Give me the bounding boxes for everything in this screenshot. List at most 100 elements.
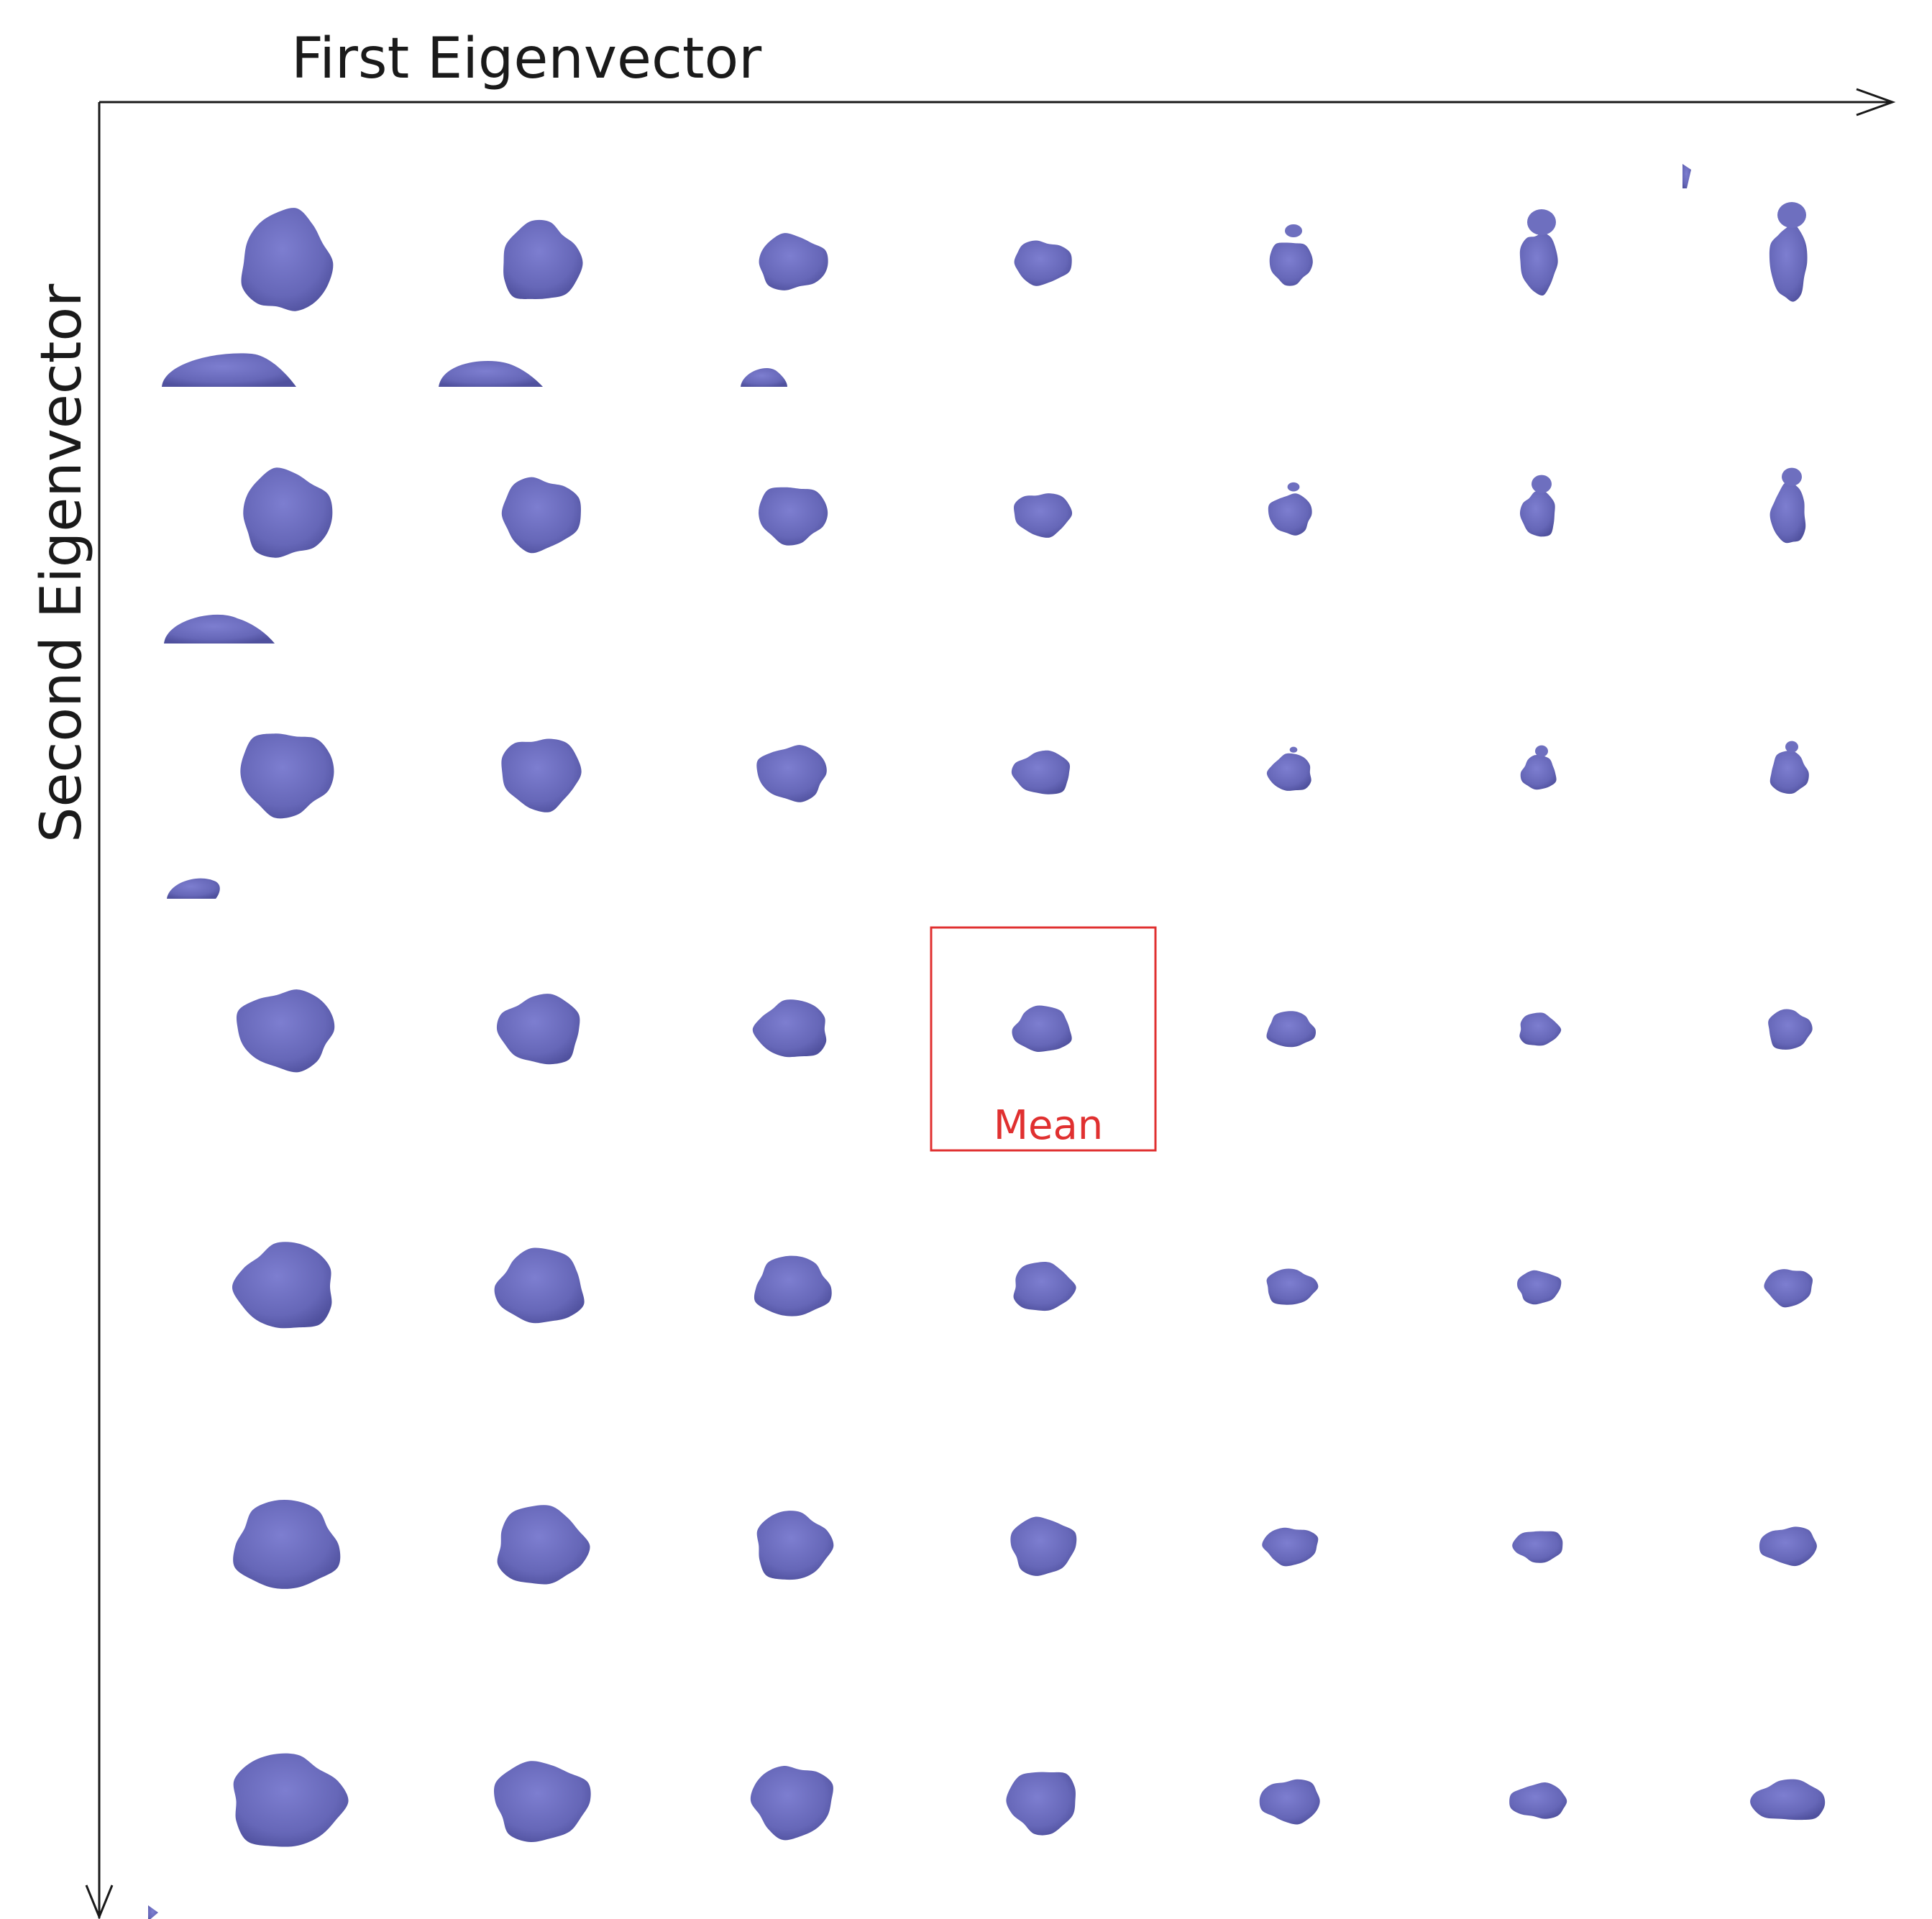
shape-variation [1750, 1779, 1826, 1820]
blob-shape [1509, 1782, 1567, 1819]
y-axis: Second Eigenvector [29, 102, 114, 1919]
blob-shape [1519, 1012, 1562, 1046]
shape-variation [1266, 746, 1311, 791]
edge-fragment [148, 1905, 158, 1919]
blob-shape [497, 1505, 590, 1585]
shape-variation [1012, 1005, 1072, 1052]
shape-variation [494, 1247, 585, 1324]
shape-variation [1014, 240, 1072, 286]
shape-variation [233, 1499, 341, 1589]
shape-variation [1519, 475, 1555, 537]
shape-variation [1266, 1268, 1319, 1305]
x-axis-arrowhead [1856, 88, 1896, 116]
blob-shape [1764, 1269, 1813, 1308]
shape-variation [1509, 1782, 1567, 1819]
shape-variation [240, 733, 334, 819]
shape-variation [1519, 1012, 1562, 1046]
shape-variation [1517, 1270, 1562, 1305]
edge-fragments [148, 164, 1691, 1919]
shape-variation [1014, 493, 1073, 538]
shape-variation [1006, 1772, 1076, 1836]
edge-fragment [439, 361, 543, 387]
blob-shape [1266, 753, 1311, 791]
shape-variation [497, 1505, 590, 1585]
blob-shape [1512, 1531, 1563, 1563]
shape-variation [1770, 741, 1809, 794]
shape-variation [1764, 1269, 1813, 1308]
shape-variation [1759, 1526, 1817, 1567]
shape-variation [236, 989, 335, 1073]
blob-shape [1520, 754, 1557, 790]
blob-shape [1013, 1261, 1076, 1311]
y-axis-label: Second Eigenvector [29, 283, 94, 843]
blob-lobe [1535, 745, 1548, 757]
edge-fragment [1683, 164, 1691, 188]
shape-grid [232, 202, 1826, 1847]
blob-shape [1750, 1779, 1826, 1820]
blob-shape [759, 233, 828, 290]
shape-variation [241, 208, 334, 311]
edge-fragment [741, 367, 787, 387]
blob-shape [236, 989, 335, 1073]
mean-highlight: Mean [930, 926, 1157, 1152]
shape-variation [1519, 209, 1558, 296]
shape-variation [1520, 745, 1557, 790]
x-axis: First Eigenvector [99, 27, 1896, 116]
shape-variation [503, 219, 583, 299]
blob-shape [1262, 1527, 1319, 1567]
blob-shape [756, 1511, 834, 1580]
blob-shape [1769, 224, 1808, 302]
blob-shape [750, 1766, 833, 1841]
blob-shape [1759, 1526, 1817, 1567]
blob-shape [756, 745, 827, 802]
edge-fragment [162, 353, 296, 387]
blob-lobe [1532, 475, 1552, 493]
shape-variation [1268, 482, 1312, 536]
blob-shape [759, 487, 828, 546]
shape-variation [756, 1511, 834, 1580]
mean-box [930, 926, 1157, 1152]
blob-shape [1012, 1005, 1072, 1052]
shape-variation [501, 738, 582, 812]
edge-fragment [167, 878, 220, 899]
blob-lobe [1285, 224, 1302, 237]
blob-shape [501, 738, 582, 812]
shape-variation [1013, 1261, 1076, 1311]
blob-lobe [1527, 209, 1556, 235]
blob-lobe [1777, 202, 1806, 228]
shape-variation [233, 1753, 349, 1847]
blob-lobe [1785, 741, 1798, 753]
blob-shape [503, 219, 583, 299]
blob-shape [1010, 1516, 1077, 1576]
x-axis-label: First Eigenvector [291, 27, 762, 91]
blob-shape [1770, 751, 1809, 794]
blob-shape [240, 733, 334, 819]
y-axis-arrowhead [85, 1884, 114, 1919]
shape-variation [750, 1766, 833, 1841]
blob-shape [1014, 493, 1073, 538]
shape-variation [232, 1242, 332, 1329]
blob-shape [1268, 493, 1312, 536]
shape-variation [759, 233, 828, 290]
blob-shape [754, 1255, 832, 1316]
shape-variation [1010, 1516, 1077, 1576]
blob-shape [1266, 1011, 1317, 1048]
blob-shape [1269, 242, 1313, 286]
shape-variation [1269, 224, 1313, 286]
blob-shape [243, 467, 333, 558]
shape-variation [501, 477, 581, 554]
blob-shape [1770, 482, 1806, 544]
shape-variation [1262, 1527, 1319, 1567]
shape-variation [1266, 1011, 1317, 1048]
shape-variation [493, 1761, 591, 1843]
blob-shape [1517, 1270, 1562, 1305]
blob-lobe [1287, 482, 1300, 492]
blob-shape [752, 999, 827, 1058]
shape-variation [496, 994, 580, 1065]
shape-variation [243, 467, 333, 558]
shape-variation [1011, 750, 1071, 794]
blob-shape [1266, 1268, 1319, 1305]
mean-label: Mean [994, 1102, 1104, 1149]
blob-shape [1768, 1009, 1813, 1050]
blob-shape [494, 1247, 585, 1324]
